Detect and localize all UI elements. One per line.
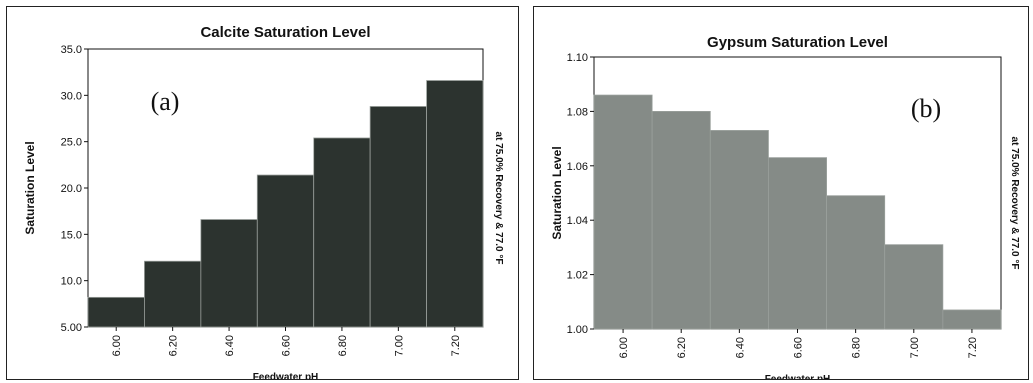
- calcite-chart-title: Calcite Saturation Level: [200, 24, 370, 41]
- gypsum-x-tick-label: 6.60: [793, 337, 805, 358]
- calcite-y-tick-label: 10.0: [61, 276, 82, 288]
- calcite-x-tick-label: 6.80: [337, 335, 349, 356]
- gypsum-conditions-note: at 75.0% Recovery & 77.0 °F: [1009, 137, 1020, 270]
- gypsum-y-tick-label: 1.04: [567, 215, 588, 227]
- calcite-bar-6-40: [200, 219, 258, 328]
- gypsum-x-tick-label: 7.00: [909, 337, 921, 358]
- gypsum-bar-7-00: [884, 244, 944, 330]
- gypsum-x-axis-label: Feedwater pH: [765, 374, 831, 379]
- gypsum-x-tick-label: 6.20: [676, 337, 688, 358]
- gypsum-chart-title: Gypsum Saturation Level: [707, 34, 888, 51]
- calcite-x-tick-label: 6.20: [168, 335, 180, 356]
- calcite-x-axis-label: Feedwater pH: [253, 372, 319, 379]
- gypsum-chart: Gypsum Saturation Level 1.00 1.02 1.04 1.06 1…: [550, 34, 1020, 379]
- gypsum-x-tick-label: 6.80: [851, 337, 863, 358]
- gypsum-panel-letter: (b): [911, 94, 941, 123]
- calcite-y-tick-label: 15.0: [61, 229, 82, 241]
- calcite-bar-7-00: [369, 106, 427, 328]
- calcite-conditions-note: at 75.0% Recovery & 77.0 °F: [493, 132, 504, 265]
- calcite-bar-6-20: [144, 260, 202, 328]
- gypsum-x-tick-label: 6.00: [618, 337, 630, 358]
- calcite-y-tick-label: 5.00: [61, 322, 82, 334]
- calcite-x-tick-label: 7.20: [450, 335, 462, 356]
- gypsum-y-tick-label: 1.10: [567, 52, 588, 64]
- calcite-y-tick-label: 35.0: [61, 44, 82, 56]
- gypsum-bar-7-20: [942, 309, 1002, 330]
- calcite-chart-panel: Calcite Saturation Level 5.00 10.0 15.0 20.0…: [6, 6, 519, 380]
- calcite-x-tick-label: 6.40: [224, 335, 236, 356]
- gypsum-y-tick-label: 1.08: [567, 106, 588, 118]
- calcite-chart: Calcite Saturation Level 5.00 10.0 15.0 20.0…: [23, 24, 504, 379]
- calcite-panel-letter: (a): [151, 87, 180, 116]
- gypsum-bar-6-20: [651, 111, 711, 330]
- calcite-x-tick-label: 7.00: [393, 335, 405, 356]
- calcite-x-tick-label: 6.60: [281, 335, 293, 356]
- calcite-y-tick-label: 20.0: [61, 183, 82, 195]
- gypsum-bar-6-00: [593, 94, 653, 330]
- gypsum-bar-6-40: [709, 130, 769, 330]
- gypsum-x-tick-label: 7.20: [967, 337, 979, 358]
- calcite-bar-6-60: [256, 174, 315, 328]
- gypsum-y-axis-label: Saturation Level: [550, 146, 564, 239]
- calcite-y-tick-label: 30.0: [61, 90, 82, 102]
- calcite-bar-6-00: [87, 296, 145, 328]
- calcite-x-tick-label: 6.00: [111, 335, 123, 356]
- calcite-y-axis-label: Saturation Level: [23, 141, 37, 234]
- calcite-y-tick-label: 25.0: [61, 137, 82, 149]
- gypsum-x-tick-label: 6.40: [734, 337, 746, 358]
- gypsum-bar-6-60: [768, 157, 827, 330]
- gypsum-chart-panel: Gypsum Saturation Level 1.00 1.02 1.04 1.06 1…: [533, 6, 1029, 380]
- gypsum-y-tick-label: 1.06: [567, 161, 588, 173]
- gypsum-y-tick-label: 1.00: [567, 324, 588, 336]
- gypsum-y-tick-label: 1.02: [567, 270, 588, 282]
- calcite-bar-6-80: [313, 137, 371, 328]
- calcite-bar-7-20: [426, 80, 484, 328]
- gypsum-bar-6-80: [826, 195, 886, 330]
